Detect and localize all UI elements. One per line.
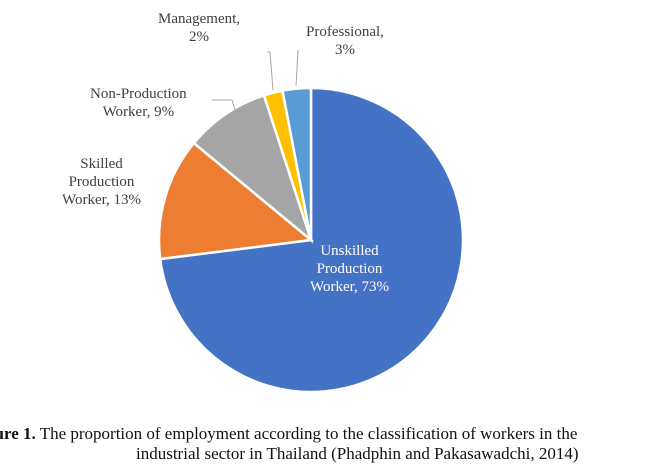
pie-chart [157, 49, 465, 394]
label-non-production: Non-Production Worker, 9% [90, 86, 187, 120]
leader-line [212, 99, 237, 114]
caption-line2: industrial sector in Thailand (Phadphin … [136, 444, 579, 463]
pie-slice-non-production-worker [192, 93, 314, 244]
figure-caption: gure 1. The proportion of employment acc… [0, 424, 579, 464]
caption-text: The proportion of employment according t… [35, 424, 578, 443]
label-professional: Professional, 3% [306, 24, 384, 58]
pie-slice-skilled-production-worker [157, 141, 315, 261]
leader-line [267, 51, 274, 91]
leader-line [295, 49, 299, 87]
label-unskilled: Unskilled Production Worker, 73% [310, 243, 389, 295]
pie-slice-professional [281, 86, 313, 241]
label-skilled: Skilled Production Worker, 13% [62, 156, 141, 208]
label-management: Management, 2% [158, 11, 241, 45]
caption-prefix: gure 1. [0, 424, 36, 443]
